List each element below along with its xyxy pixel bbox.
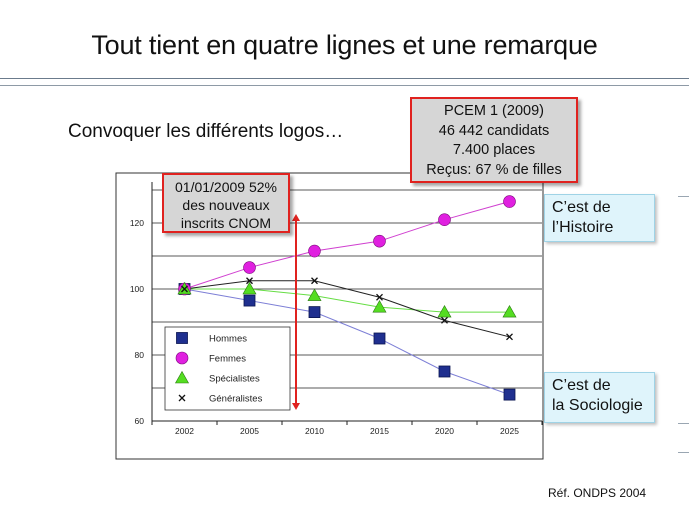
series-line-spécialistes bbox=[184, 288, 510, 313]
title-rule-bottom bbox=[0, 85, 689, 86]
y-tick-label: 60 bbox=[135, 416, 145, 426]
edge-mark bbox=[678, 423, 689, 424]
legend-marker bbox=[176, 332, 188, 344]
data-point-square bbox=[503, 388, 516, 401]
sociologie-line: C’est de bbox=[552, 377, 611, 394]
data-point-x bbox=[246, 277, 253, 285]
cnom-line: 01/01/2009 52% bbox=[175, 179, 277, 195]
legend-label: Femmes bbox=[209, 354, 246, 365]
histoire-callout: C’est de l’Histoire bbox=[544, 194, 655, 242]
slide-subtitle: Convoquer les différents logos… bbox=[68, 121, 344, 142]
pcem-callout: PCEM 1 (2009) 46 442 candidats 7.400 pla… bbox=[410, 97, 578, 183]
legend-marker bbox=[174, 370, 190, 384]
y-tick-label: 100 bbox=[130, 284, 144, 294]
data-point-circle bbox=[243, 261, 256, 274]
data-point-x bbox=[441, 316, 448, 324]
reference-note: Réf. ONDPS 2004 bbox=[548, 486, 647, 500]
sociologie-line: la Sociologie bbox=[552, 397, 643, 414]
edge-mark bbox=[678, 452, 689, 453]
y-tick-label: 80 bbox=[135, 350, 145, 360]
y-tick-label: 120 bbox=[130, 218, 144, 228]
legend-marker bbox=[175, 351, 189, 365]
x-tick-label: 2015 bbox=[370, 426, 389, 436]
data-point-triangle bbox=[372, 300, 387, 313]
data-point-x bbox=[311, 277, 318, 285]
slide-title: Tout tient en quatre lignes et une remar… bbox=[91, 30, 598, 60]
data-point-x bbox=[376, 293, 383, 301]
data-point-square bbox=[308, 306, 321, 319]
histoire-line: C’est de bbox=[552, 199, 611, 216]
data-point-circle bbox=[503, 195, 516, 208]
data-point-triangle bbox=[242, 281, 257, 295]
data-point-square bbox=[438, 365, 451, 378]
x-tick-label: 2002 bbox=[175, 426, 194, 436]
pcem-line: 7.400 places bbox=[452, 142, 536, 158]
pcem-line: 46 442 candidats bbox=[438, 122, 550, 139]
data-point-triangle bbox=[437, 304, 452, 318]
edge-mark bbox=[678, 196, 689, 197]
data-point-x bbox=[181, 285, 188, 293]
histoire-line: l’Histoire bbox=[552, 219, 614, 236]
series-line-hommes bbox=[184, 288, 510, 396]
data-point-square bbox=[243, 294, 256, 307]
annotation-arrow-head bbox=[292, 214, 300, 221]
legend-label: Généralistes bbox=[209, 394, 263, 405]
pcem-line: PCEM 1 (2009) bbox=[444, 103, 544, 119]
legend-marker bbox=[178, 394, 186, 402]
cnom-line: inscrits CNOM bbox=[180, 215, 272, 231]
title-rule-top bbox=[0, 78, 689, 79]
annotation-arrow-head bbox=[292, 403, 300, 410]
x-tick-label: 2020 bbox=[435, 426, 454, 436]
cnom-callout: 01/01/2009 52% des nouveaux inscrits CNO… bbox=[162, 173, 290, 233]
data-point-triangle bbox=[502, 304, 517, 318]
data-point-circle bbox=[373, 234, 386, 248]
x-tick-label: 2010 bbox=[305, 426, 324, 436]
pcem-line: Reçus: 67 % de filles bbox=[426, 161, 562, 178]
x-tick-label: 2025 bbox=[500, 426, 519, 436]
data-point-x bbox=[506, 333, 513, 341]
data-point-triangle bbox=[307, 288, 322, 301]
series-line-femmes bbox=[184, 201, 510, 290]
data-point-square bbox=[373, 332, 386, 345]
x-tick-label: 2005 bbox=[240, 426, 259, 436]
legend-label: Spécialistes bbox=[209, 374, 260, 385]
cnom-line: des nouveaux bbox=[182, 197, 270, 213]
series-line-généralistes bbox=[184, 280, 510, 338]
data-point-circle bbox=[438, 213, 451, 226]
sociologie-callout: C’est de la Sociologie bbox=[544, 372, 655, 423]
data-point-circle bbox=[308, 244, 321, 258]
legend-label: Hommes bbox=[209, 334, 247, 345]
